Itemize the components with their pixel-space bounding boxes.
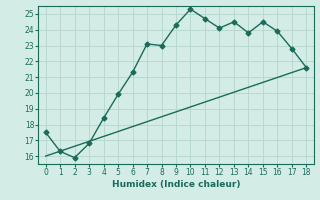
X-axis label: Humidex (Indice chaleur): Humidex (Indice chaleur): [112, 180, 240, 189]
